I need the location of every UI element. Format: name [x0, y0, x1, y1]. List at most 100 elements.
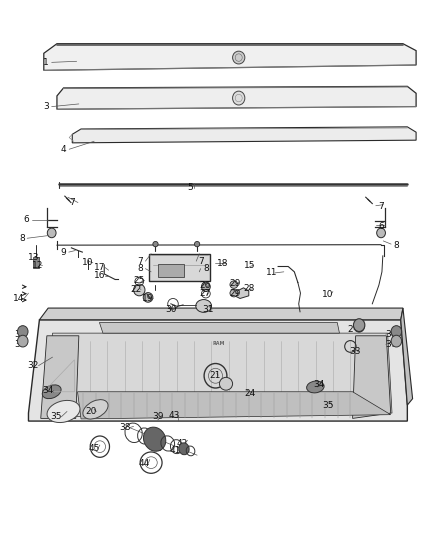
Bar — [33, 257, 39, 268]
Ellipse shape — [233, 51, 245, 64]
Text: 23: 23 — [220, 381, 231, 389]
Text: 14: 14 — [13, 294, 24, 303]
Text: 42: 42 — [176, 439, 187, 448]
Text: 36: 36 — [385, 330, 397, 338]
Text: 13: 13 — [28, 254, 40, 262]
Text: 34: 34 — [42, 386, 54, 394]
Text: 27: 27 — [199, 289, 211, 298]
Polygon shape — [78, 392, 391, 419]
Ellipse shape — [179, 443, 189, 455]
Text: 45: 45 — [88, 445, 100, 453]
Text: 28: 28 — [243, 285, 254, 293]
Ellipse shape — [18, 335, 28, 347]
Text: 18: 18 — [217, 259, 228, 268]
Text: 21: 21 — [209, 371, 220, 379]
Ellipse shape — [47, 400, 80, 423]
Text: 26: 26 — [199, 281, 211, 290]
Text: 17: 17 — [94, 263, 106, 272]
Polygon shape — [44, 333, 392, 417]
Polygon shape — [44, 44, 416, 70]
Ellipse shape — [196, 300, 212, 312]
Ellipse shape — [391, 326, 402, 337]
Polygon shape — [72, 127, 416, 143]
Text: 39: 39 — [152, 413, 163, 421]
Polygon shape — [41, 336, 79, 418]
Ellipse shape — [230, 289, 238, 297]
Text: 19: 19 — [142, 294, 154, 303]
Text: 44: 44 — [139, 459, 150, 468]
Text: 7: 7 — [198, 257, 205, 265]
Text: 6: 6 — [23, 215, 29, 224]
Text: 33: 33 — [349, 348, 360, 356]
Text: 7: 7 — [137, 257, 143, 265]
Text: 6: 6 — [378, 222, 384, 231]
Text: 8: 8 — [203, 264, 209, 273]
Text: 16: 16 — [94, 271, 106, 280]
Text: 32: 32 — [27, 361, 39, 370]
Ellipse shape — [47, 228, 56, 238]
Text: 7: 7 — [378, 203, 384, 211]
Polygon shape — [401, 308, 413, 405]
Ellipse shape — [153, 241, 158, 247]
Text: 5: 5 — [187, 183, 194, 192]
Polygon shape — [39, 308, 403, 320]
Ellipse shape — [18, 326, 28, 337]
Ellipse shape — [391, 335, 402, 347]
Polygon shape — [28, 320, 407, 421]
Text: 35: 35 — [50, 413, 62, 421]
Ellipse shape — [233, 91, 245, 105]
Ellipse shape — [377, 228, 385, 238]
Text: 2: 2 — [348, 325, 353, 334]
Polygon shape — [235, 288, 249, 298]
Text: 37: 37 — [385, 340, 397, 349]
Ellipse shape — [201, 282, 210, 292]
Text: 31: 31 — [203, 305, 214, 313]
Ellipse shape — [144, 427, 166, 451]
Polygon shape — [353, 336, 391, 418]
Ellipse shape — [307, 381, 324, 393]
Text: 20: 20 — [85, 407, 97, 416]
Ellipse shape — [42, 385, 61, 399]
Text: 34: 34 — [313, 381, 325, 389]
Ellipse shape — [83, 400, 108, 419]
Ellipse shape — [353, 319, 365, 332]
Text: 40: 40 — [152, 445, 163, 453]
Text: 37: 37 — [14, 340, 25, 349]
Text: 10: 10 — [82, 259, 93, 267]
Text: 10: 10 — [322, 290, 333, 298]
Ellipse shape — [219, 377, 233, 390]
Text: 38: 38 — [119, 423, 131, 432]
Polygon shape — [99, 322, 339, 333]
FancyBboxPatch shape — [315, 382, 356, 408]
Text: 8: 8 — [19, 234, 25, 243]
Text: 4: 4 — [61, 145, 66, 154]
Ellipse shape — [143, 293, 153, 302]
Text: 25: 25 — [134, 276, 145, 285]
Text: 29: 29 — [229, 289, 240, 297]
Ellipse shape — [230, 281, 238, 288]
Text: RAM: RAM — [213, 341, 225, 346]
Text: 43: 43 — [169, 411, 180, 420]
Text: 15: 15 — [244, 261, 255, 270]
Polygon shape — [57, 86, 416, 109]
Text: 8: 8 — [393, 241, 399, 249]
Text: 9: 9 — [60, 248, 67, 256]
Text: 22: 22 — [130, 285, 141, 294]
Text: 36: 36 — [14, 330, 25, 338]
Text: 29: 29 — [229, 279, 240, 288]
Text: 1: 1 — [43, 58, 49, 67]
Text: 8: 8 — [137, 264, 143, 273]
Text: 3: 3 — [43, 102, 49, 111]
Text: 7: 7 — [69, 198, 75, 207]
Ellipse shape — [194, 241, 200, 247]
Bar — [158, 264, 184, 277]
Text: 41: 41 — [170, 447, 181, 455]
FancyBboxPatch shape — [238, 375, 272, 401]
Ellipse shape — [354, 320, 364, 332]
Text: 12: 12 — [32, 261, 43, 270]
Polygon shape — [149, 254, 210, 281]
Text: 35: 35 — [323, 401, 334, 409]
Text: 24: 24 — [244, 389, 255, 398]
Text: 30: 30 — [165, 305, 177, 313]
Text: 11: 11 — [266, 269, 277, 277]
